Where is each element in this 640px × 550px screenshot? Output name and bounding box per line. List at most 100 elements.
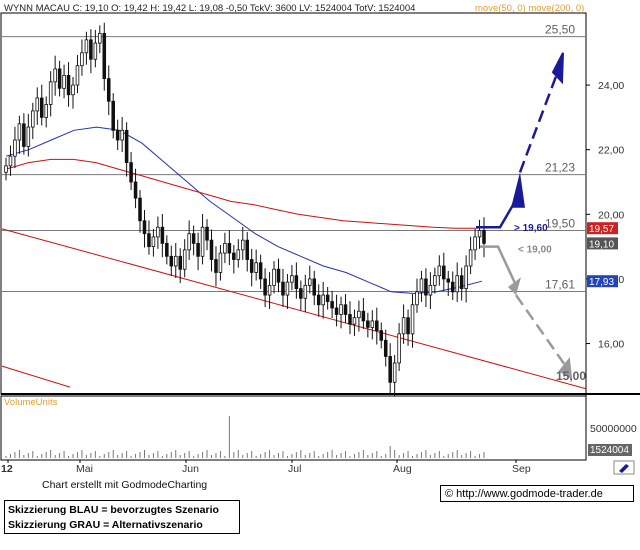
candle-body (66, 74, 71, 96)
candle-body (8, 155, 13, 167)
candle-body (303, 284, 308, 299)
moving-average-line (5, 126, 483, 295)
moving-average-line (5, 158, 478, 229)
candle-body (111, 100, 115, 131)
candle-body (254, 262, 258, 273)
scenario-label: < 19,00 (518, 245, 552, 256)
candle-body (477, 230, 482, 238)
candle-body (316, 294, 321, 306)
candle-body (39, 97, 44, 118)
pen-icon (619, 464, 629, 473)
website-link[interactable]: © http://www.godmode-trader.de (440, 485, 634, 502)
candle-body (285, 281, 290, 296)
candle-body (299, 288, 303, 299)
candle-body (223, 242, 227, 254)
price-tag-bg (587, 237, 618, 250)
candle-body (75, 65, 80, 86)
candle-body (473, 236, 477, 251)
candle-body (383, 339, 388, 357)
candle-body (151, 236, 156, 248)
grey-scenario-target-arrowhead (558, 357, 573, 380)
candle-body (120, 129, 124, 141)
header-text: WYNN MACAU C: 19,10 O: 19,42 H: 19,42 L:… (4, 3, 415, 14)
candle-body (209, 239, 214, 260)
candle-body (142, 220, 147, 235)
price-panel (0, 12, 587, 395)
candle-body (276, 268, 281, 283)
level-label: 17,61 (545, 278, 575, 292)
x-axis: 12 Mai Jun Jul Aug Sep (1, 459, 586, 475)
candle-body (397, 333, 401, 364)
candle-body (191, 233, 196, 244)
candle-body (129, 162, 133, 183)
credit-text: Chart erstellt mit GodmodeCharting (42, 479, 208, 491)
candle-body (26, 126, 31, 147)
support-trendline (1, 228, 587, 390)
grey-scenario-path (480, 245, 518, 286)
candle-body (187, 233, 191, 251)
candle-body (44, 104, 48, 118)
candle-body (446, 278, 451, 283)
candle-body (160, 226, 165, 244)
y-tick-label: 16,00 (598, 339, 624, 351)
candle-body (450, 281, 455, 293)
blue-scenario-dashed (518, 65, 562, 173)
moving-average-lines (5, 126, 483, 295)
candle-body (415, 291, 419, 306)
candle-body (57, 68, 62, 89)
candle-body (357, 310, 361, 319)
candle-body (249, 259, 254, 273)
candle-body (93, 42, 98, 60)
scenario-legend: Skizzierung BLAU = bevorzugtes Szenario … (4, 500, 240, 534)
candle-body (196, 242, 200, 257)
volume-last-tag: 1524004 (590, 445, 629, 456)
candle-body (468, 249, 473, 267)
candle-body (22, 123, 26, 147)
candle-body (370, 320, 375, 328)
candle-body (80, 52, 84, 67)
y-tick-label: 22,00 (598, 145, 624, 157)
candle-body (464, 265, 468, 290)
candle-body (312, 278, 317, 296)
candle-body (263, 278, 267, 296)
blue-scenario-arrowhead (511, 172, 525, 208)
volume-label: VolumeUnits (4, 397, 58, 408)
candle-body (406, 317, 410, 335)
candle-body (258, 262, 263, 280)
candle-body (410, 304, 415, 335)
candle-body (325, 294, 330, 302)
candle-body (419, 278, 424, 293)
level-label: 25,50 (545, 23, 575, 37)
price-tag-label: 19,10 (589, 239, 614, 250)
grey-scenario-dashed (514, 294, 570, 371)
candle-body (424, 278, 428, 296)
candle-body (62, 74, 66, 89)
candle-body (156, 226, 160, 238)
scenario-arrows (476, 52, 573, 380)
candle-body (428, 284, 433, 296)
candle-body (71, 84, 75, 96)
candle-body (200, 226, 205, 257)
candle-body (339, 304, 343, 315)
candle-body (178, 255, 182, 270)
candles (4, 22, 486, 397)
candle-body (379, 330, 384, 341)
header-moving-averages: move(50, 0) move(200, 0) (475, 3, 584, 14)
candle-body (375, 320, 379, 332)
x-tick-label: Sep (512, 463, 531, 475)
price-tag-label: 17,93 (589, 277, 614, 288)
candle-body (348, 314, 352, 325)
candle-body (294, 275, 299, 290)
candle-body (115, 129, 120, 141)
candle-body (272, 268, 276, 286)
x-tick-label: Aug (393, 463, 412, 475)
candle-body (388, 356, 392, 383)
candle-body (392, 362, 397, 383)
candle-body (169, 255, 174, 267)
volume-last-tag-bg (588, 444, 632, 456)
volume-ytick: 50000000 (590, 423, 637, 435)
price-tag-bg (587, 222, 618, 235)
volume-panel (0, 395, 587, 461)
